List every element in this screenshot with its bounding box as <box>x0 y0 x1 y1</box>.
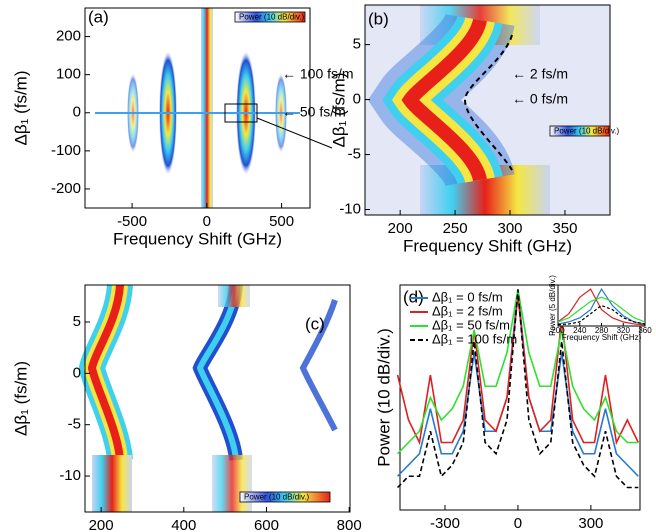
y-axis-label: Δβ₁ (fs/m) <box>329 72 348 147</box>
annotation: ← 100 fs/m <box>282 66 354 82</box>
colorbar-label: Power (10 dB/div.) <box>554 127 620 136</box>
y-tick-label: 0 <box>73 104 81 121</box>
legend-label: Δβ₁ = 0 fs/m <box>432 289 503 304</box>
x-tick-label: 350 <box>552 220 577 237</box>
x-tick-label: 0 <box>514 515 522 532</box>
y-axis-label: Power (10 dB/div.) <box>374 328 393 467</box>
colorbar-label: Power (10 dB/div.) <box>244 493 310 502</box>
y-tick-label: 0 <box>73 364 81 381</box>
heatmap-a-image <box>95 8 333 208</box>
colorbar <box>239 491 331 503</box>
y-tick-label: -200 <box>51 180 81 197</box>
inset-y-label: Power (5 dB/div.) <box>548 275 557 336</box>
x-tick-label: -300 <box>430 515 460 532</box>
x-tick-label: 200 <box>89 517 114 532</box>
inset-line <box>557 296 646 323</box>
inset-frame <box>557 284 646 327</box>
y-tick-label: 100 <box>56 66 81 83</box>
heatmap-b-image <box>365 5 610 215</box>
y-tick-label: -10 <box>339 200 361 217</box>
plot-frame <box>84 7 311 209</box>
inset-x-label: Frequency Shift (GHz) <box>562 333 642 342</box>
legend-label: Δβ₁ = 50 fs/m <box>432 317 510 332</box>
y-tick-label: -100 <box>51 142 81 159</box>
colorbar <box>234 11 306 23</box>
annotation: ← 0 fs/m <box>512 91 568 107</box>
x-tick-label: -500 <box>117 213 147 230</box>
colorbar <box>549 125 611 137</box>
legend-label: Δβ₁ = 100 fs/m <box>432 331 517 346</box>
legend-label: Δβ₁ = 2 fs/m <box>432 303 503 318</box>
y-tick-label: 200 <box>56 28 81 45</box>
x-tick-label: 300 <box>578 515 603 532</box>
annotation: ← 50 fs/m <box>282 104 346 120</box>
inset-line <box>557 304 646 326</box>
inset-line <box>557 288 646 326</box>
heatmap-c-image <box>78 283 338 512</box>
plot-frame <box>399 284 641 511</box>
x-tick-label: 200 <box>388 220 413 237</box>
plot-frame <box>364 4 611 216</box>
panel-label: (d) <box>403 287 424 306</box>
x-tick-label: 0 <box>203 213 211 230</box>
inset-line <box>557 287 646 325</box>
panel-label: (c) <box>305 314 325 333</box>
colorbar-label: Power (10 dB/div.) <box>239 13 305 22</box>
x-axis-label: Frequency Shift (GHz) <box>113 229 282 248</box>
x-tick-label: 500 <box>269 213 294 230</box>
x-tick-label: 250 <box>443 220 468 237</box>
inset-x-tick-label: 360 <box>638 326 652 335</box>
inset-x-tick-label: 200 <box>551 326 565 335</box>
panel-label: (a) <box>88 7 109 26</box>
y-axis-label: Δβ₁ (fs/m) <box>11 70 30 145</box>
y-tick-label: 0 <box>353 91 361 108</box>
inset-x-tick-label: 320 <box>617 326 631 335</box>
y-tick-label: -10 <box>59 467 81 484</box>
x-tick-label: 800 <box>337 517 362 532</box>
y-tick-label: 5 <box>73 313 81 330</box>
panel-label: (b) <box>368 9 389 28</box>
y-tick-label: 5 <box>353 36 361 53</box>
plot-frame <box>84 284 351 513</box>
x-tick-label: 600 <box>254 517 279 532</box>
x-tick-label: 300 <box>498 220 523 237</box>
inset-x-tick-label: 240 <box>573 326 587 335</box>
annotation: ← 2 fs/m <box>512 66 568 82</box>
series-line <box>396 289 639 489</box>
y-tick-label: -5 <box>68 416 81 433</box>
x-tick-label: 400 <box>171 517 196 532</box>
inset-x-tick-label: 280 <box>595 326 609 335</box>
y-axis-label: Δβ₁ (fs/m) <box>11 361 30 436</box>
y-tick-label: -5 <box>348 145 361 162</box>
x-axis-label: Frequency Shift (GHz) <box>403 236 572 255</box>
